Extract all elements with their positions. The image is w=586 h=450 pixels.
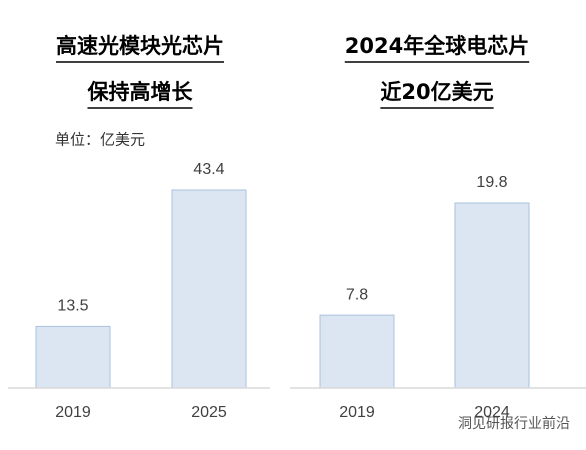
bar xyxy=(319,314,395,389)
x-tick-label: 2019 xyxy=(339,404,375,421)
data-label: 43.4 xyxy=(193,161,224,178)
unit-label: 单位：亿美元 xyxy=(55,131,145,149)
data-label: 19.8 xyxy=(476,174,507,191)
bar xyxy=(35,325,111,389)
watermark: 洞见研报行业前沿 xyxy=(458,415,570,432)
data-label: 13.5 xyxy=(57,298,88,315)
x-tick-label: 2019 xyxy=(55,404,91,421)
chart-title: 近20亿美元 xyxy=(380,80,493,104)
data-label: 7.8 xyxy=(346,286,368,303)
bar xyxy=(171,189,247,389)
bar xyxy=(454,202,530,389)
x-tick-label: 2024 xyxy=(474,404,510,421)
chart-title: 高速光模块光芯片 xyxy=(56,34,224,58)
chart-title: 保持高增长 xyxy=(87,80,194,104)
x-tick-label: 2025 xyxy=(191,404,227,421)
chart-title: 2024年全球电芯片 xyxy=(345,34,529,58)
